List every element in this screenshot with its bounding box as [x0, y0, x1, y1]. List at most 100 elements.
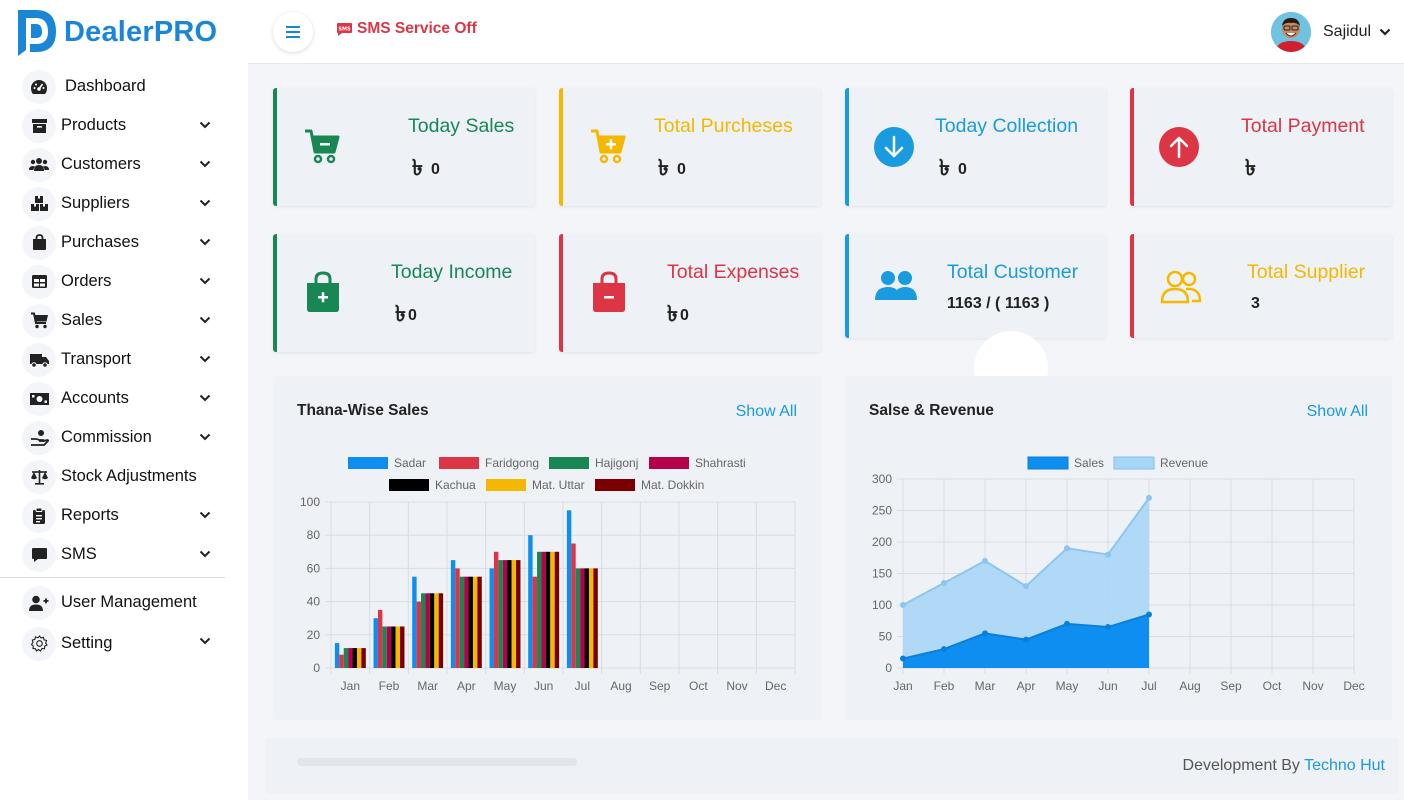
clipboard-icon — [22, 498, 56, 533]
chevron-down-icon — [199, 316, 211, 324]
user-name: Sajidul — [1323, 23, 1372, 40]
legend-label: Shahrasti — [695, 456, 746, 470]
x-tick-label: Mar — [975, 679, 996, 693]
chevron-down-icon — [199, 121, 211, 129]
bar — [507, 560, 512, 668]
cart-icon — [22, 303, 56, 338]
hand-coin-icon — [22, 420, 56, 455]
today-collection-card: Today Collection ৳ 0 — [845, 88, 1106, 206]
y-tick-label: 40 — [307, 595, 321, 609]
sidebar-item-setting[interactable]: Setting — [0, 622, 248, 665]
total-supplier-value: 3 — [1251, 295, 1260, 312]
sidebar-item-accounts[interactable]: Accounts — [0, 379, 248, 418]
x-tick-label: Sep — [1220, 679, 1242, 693]
app-logo[interactable]: DealerPRO — [14, 4, 217, 60]
sidebar-item-transport[interactable]: Transport — [0, 340, 248, 379]
sidebar-item-commission[interactable]: Commission — [0, 418, 248, 457]
sidebar-item-stock-adjustments[interactable]: Stock Adjustments — [0, 457, 248, 496]
point — [982, 557, 988, 564]
bar — [450, 560, 456, 668]
user-menu[interactable]: Sajidul — [1271, 12, 1391, 52]
x-tick-label: Jan — [893, 679, 912, 693]
bar — [438, 593, 444, 668]
sidebar-item-customers[interactable]: Customers — [0, 145, 248, 184]
x-tick-label: May — [1056, 679, 1079, 693]
developer-link[interactable]: Techno Hut — [1304, 757, 1385, 774]
logo-icon — [18, 10, 56, 56]
thana-show-all-link[interactable]: Show All — [735, 403, 797, 420]
bar — [511, 560, 517, 668]
sidebar-item-label: Purchases — [61, 233, 139, 251]
sidebar-item-sales[interactable]: Sales — [0, 301, 248, 340]
today-income-title: Today Income — [391, 261, 513, 283]
x-tick-label: Oct — [1263, 679, 1282, 693]
sales-revenue-chart: 0 50 100 150 200 250 300 Sales Revenue Jan Feb Mar A… — [872, 456, 1365, 693]
x-tick-label: Dec — [765, 679, 786, 693]
sales-revenue-panel: Salse & Revenue Show All 0 50 100 150 200 250… — [845, 376, 1392, 720]
x-tick-label: Dec — [1343, 679, 1364, 693]
sms-status: SMS SMS Service Off — [336, 20, 477, 38]
bar — [580, 568, 585, 668]
x-tick-label: Feb — [934, 679, 955, 693]
sidebar-item-sms[interactable]: SMS — [0, 535, 248, 574]
bar — [532, 576, 538, 668]
bar — [537, 551, 542, 668]
point — [941, 646, 947, 653]
total-customer-card: Total Customer 1163 / ( 1163 ) — [845, 234, 1106, 338]
bar — [386, 626, 392, 668]
total-supplier-title: Total Supplier — [1247, 261, 1366, 283]
chevron-down-icon — [199, 238, 211, 246]
total-payment-value: ৳ — [1245, 156, 1256, 181]
today-income-value: ৳ 0 — [395, 302, 417, 327]
chevron-down-icon — [199, 550, 211, 558]
bar — [588, 568, 594, 668]
point — [941, 579, 947, 586]
revenue-show-all-link[interactable]: Show All — [1306, 403, 1368, 420]
sidebar-item-reports[interactable]: Reports — [0, 496, 248, 535]
bar — [339, 654, 344, 668]
sidebar-item-orders[interactable]: Orders — [0, 262, 248, 301]
point — [1064, 620, 1070, 627]
x-tick-label: Feb — [379, 679, 400, 693]
balance-scale-icon — [22, 459, 56, 494]
point — [900, 655, 906, 662]
bar — [502, 560, 508, 668]
sidebar-item-purchases[interactable]: Purchases — [0, 223, 248, 262]
sidebar-item-products[interactable]: Products — [0, 106, 248, 145]
legend-swatch — [348, 457, 388, 469]
chevron-down-icon — [199, 637, 211, 645]
chevron-down-icon — [199, 511, 211, 519]
sidebar-item-label: Products — [61, 116, 127, 134]
sidebar-item-dashboard[interactable]: Dashboard — [0, 67, 248, 106]
bar — [593, 568, 598, 668]
point — [1146, 611, 1152, 618]
legend-label: Revenue — [1160, 456, 1208, 470]
legend-label: Mat. Uttar — [532, 478, 585, 492]
archive-box-icon — [22, 108, 56, 143]
total-payment-card: Total Payment ৳ — [1130, 88, 1392, 206]
y-tick-label: 0 — [313, 661, 320, 675]
sidebar-item-user-management[interactable]: User Management — [0, 583, 248, 622]
avatar — [1271, 12, 1311, 52]
bar — [361, 648, 366, 668]
x-tick-label: Apr — [1017, 679, 1036, 693]
sidebar-item-suppliers[interactable]: Suppliers — [0, 184, 248, 223]
legend-swatch — [595, 479, 635, 491]
bar — [425, 593, 430, 668]
bar — [554, 551, 560, 668]
bar — [493, 551, 499, 668]
menu-toggle-button[interactable] — [273, 12, 313, 52]
today-income-card: Today Income ৳ 0 — [273, 234, 535, 352]
x-tick-label: Aug — [1179, 679, 1200, 693]
users-outline-icon — [1160, 270, 1202, 304]
sidebar-item-label: SMS — [61, 545, 97, 563]
gear-icon — [22, 626, 56, 661]
bar — [334, 643, 340, 668]
total-customer-title: Total Customer — [947, 261, 1079, 283]
total-purchases-title: Total Purcheses — [654, 115, 793, 137]
chevron-down-icon — [199, 277, 211, 285]
total-customer-value: 1163 / ( 1163 ) — [947, 295, 1050, 312]
today-sales-value: ৳ 0 — [412, 156, 440, 181]
chevron-down-icon — [199, 160, 211, 168]
y-tick-label: 200 — [872, 535, 892, 549]
